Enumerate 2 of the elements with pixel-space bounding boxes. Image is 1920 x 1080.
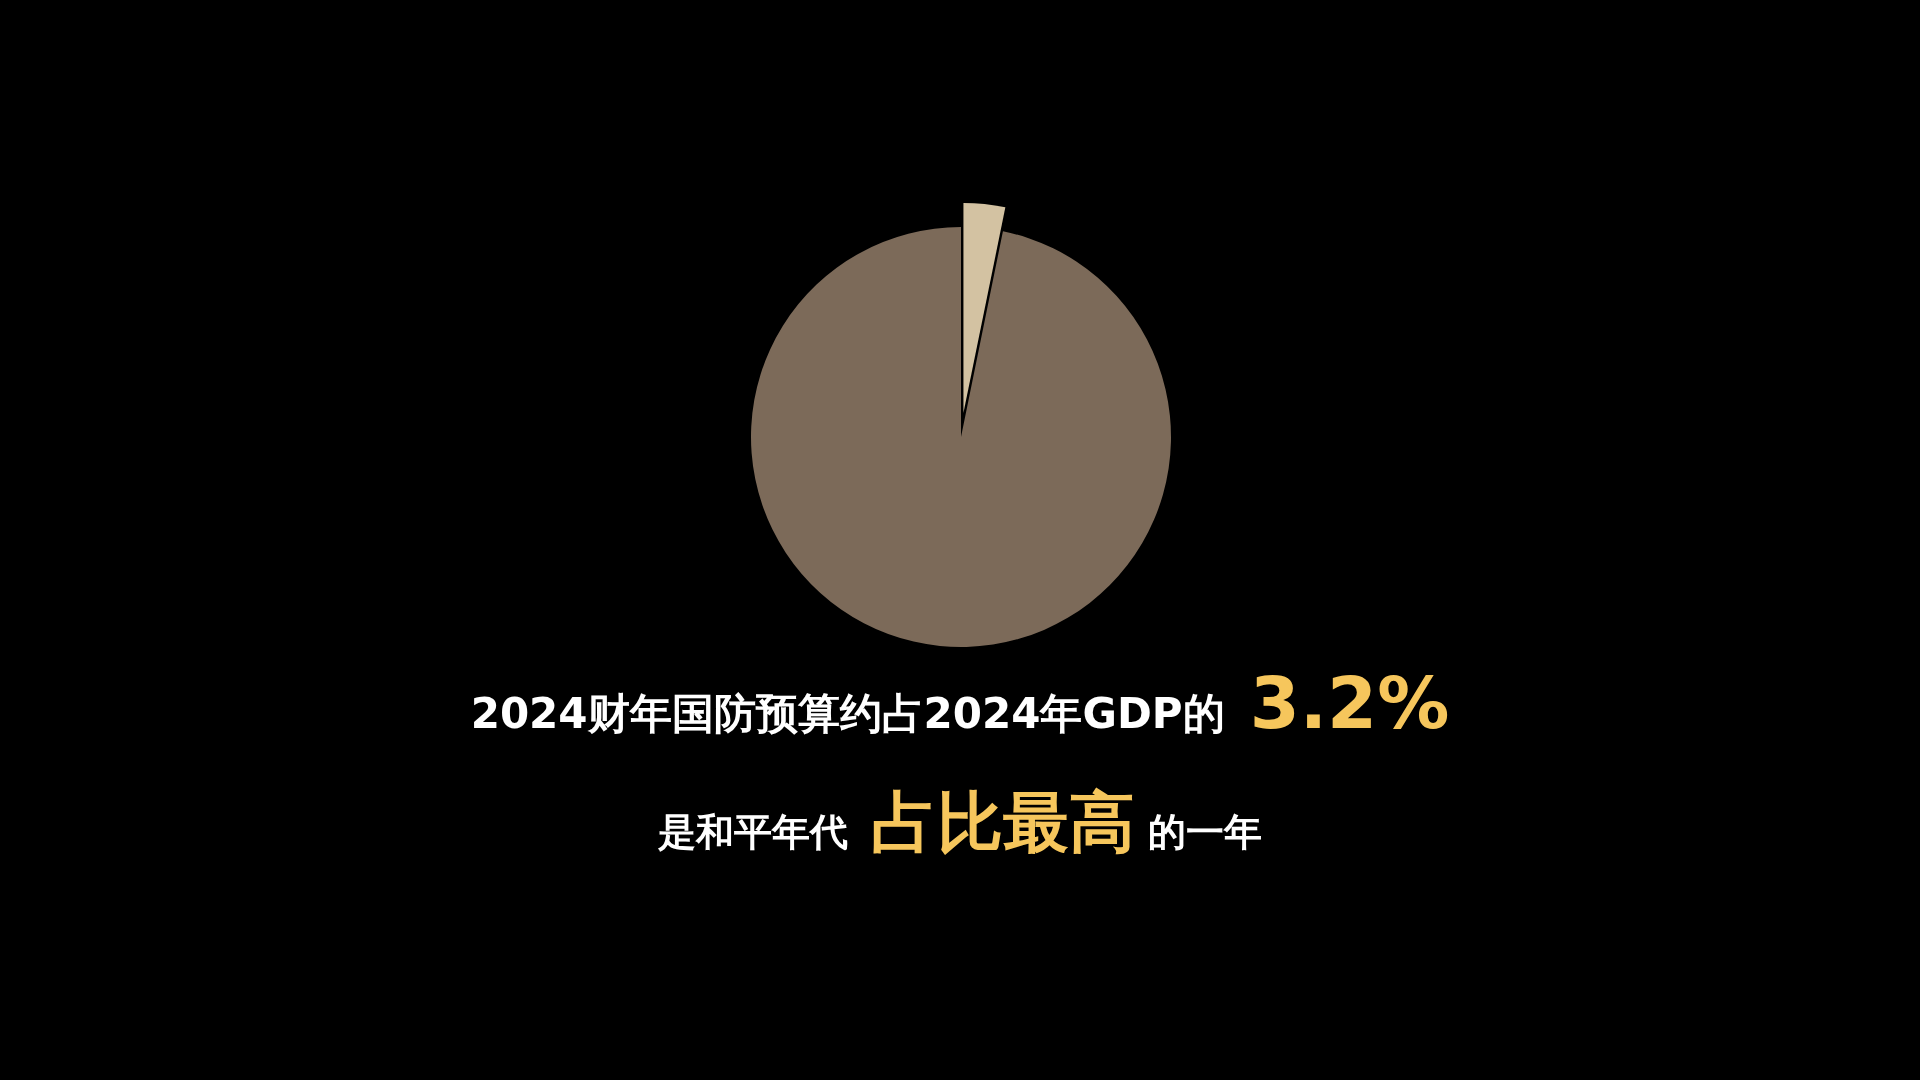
subtitle: 是和平年代 占比最高 的一年 xyxy=(657,784,1263,861)
title: 2024财年国防预算约占2024年GDP的 3.2% xyxy=(470,661,1450,745)
